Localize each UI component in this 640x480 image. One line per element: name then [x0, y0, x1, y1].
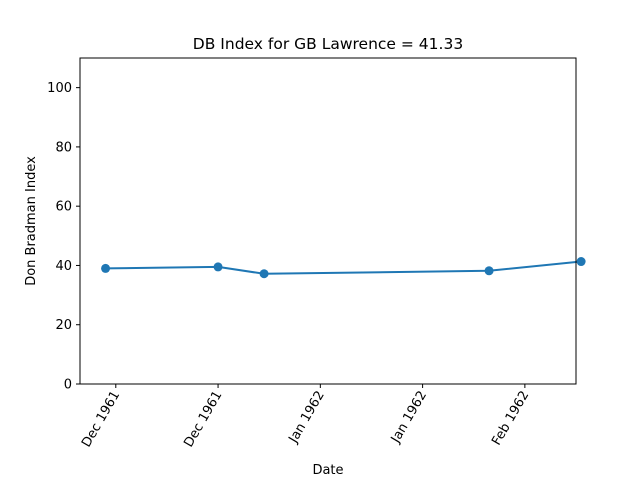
data-point	[576, 257, 586, 267]
y-tick-label: 20	[55, 318, 72, 333]
y-tick-label: 80	[55, 140, 72, 155]
plot-frame	[79, 57, 577, 385]
x-axis-label: Date	[312, 463, 343, 478]
data-point	[213, 262, 223, 272]
y-tick-label: 0	[64, 378, 72, 393]
data-point	[484, 266, 494, 276]
y-tick-label: 100	[47, 81, 72, 96]
y-tick-label: 60	[55, 200, 72, 215]
y-axis-label: Don Bradman Index	[24, 156, 39, 286]
data-point	[259, 269, 269, 279]
chart-title: DB Index for GB Lawrence = 41.33	[193, 35, 463, 53]
y-tick-label: 40	[55, 259, 72, 274]
data-point	[101, 263, 111, 273]
